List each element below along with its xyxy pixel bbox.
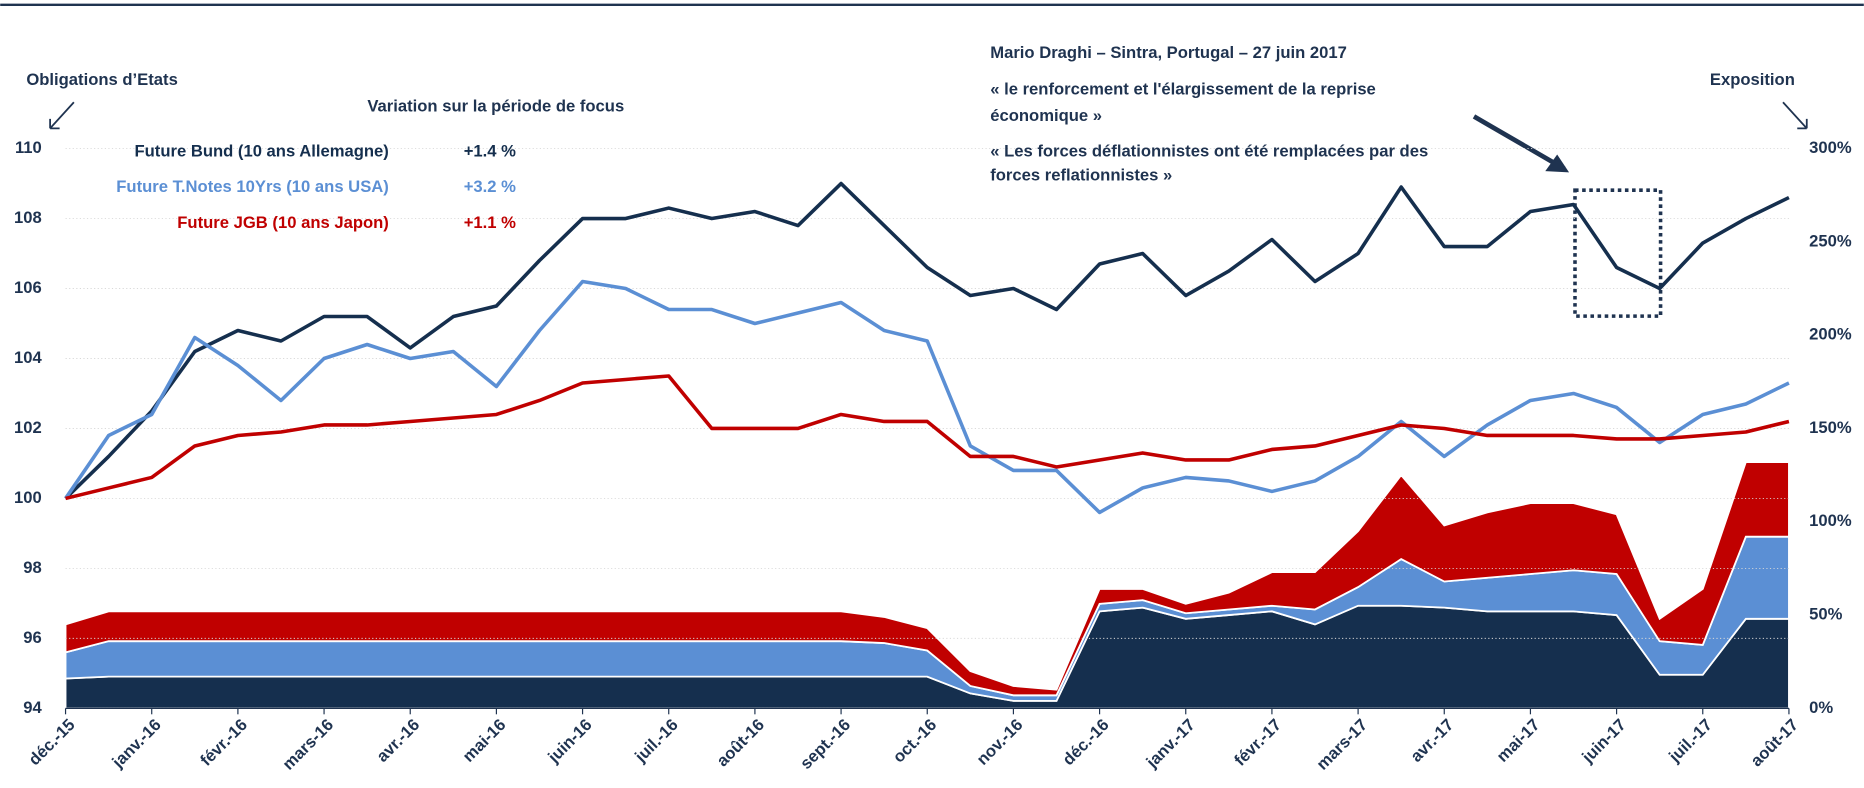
line bbox=[65, 374, 1790, 501]
y-tick-label: 102 bbox=[14, 418, 42, 437]
y-tick-label: 96 bbox=[23, 628, 42, 647]
area bbox=[64, 461, 1790, 697]
annotation: économique » bbox=[990, 106, 1102, 125]
arrow bbox=[49, 101, 75, 130]
y2-tick-label: 300% bbox=[1809, 138, 1852, 157]
y2-tick-label: 50% bbox=[1809, 604, 1842, 623]
y2-tick-label: 150% bbox=[1809, 418, 1852, 437]
y-tick-label: 106 bbox=[14, 278, 42, 297]
y-tick-label: 98 bbox=[23, 558, 42, 577]
annotation: « le renforcement et l'élargissement de … bbox=[990, 80, 1376, 99]
y2-tick-label: 0% bbox=[1809, 698, 1833, 717]
y2-tick-label: 200% bbox=[1809, 325, 1852, 344]
legend-value: +1.1 % bbox=[464, 213, 516, 232]
y-tick-label: 108 bbox=[14, 208, 42, 227]
arrow bbox=[1472, 114, 1566, 171]
y-tick-label: 100 bbox=[14, 488, 42, 507]
legend-value: +3.2 % bbox=[464, 177, 516, 196]
y2-tick-label: 250% bbox=[1809, 231, 1852, 250]
annotation: « Les forces déflationnistes ont été rem… bbox=[990, 142, 1428, 161]
y-tick-label: 110 bbox=[15, 138, 42, 157]
y-tick-label: 104 bbox=[14, 348, 42, 367]
legend-value: +1.4 % bbox=[464, 142, 516, 161]
annotation: Mario Draghi – Sintra, Portugal – 27 jui… bbox=[990, 43, 1347, 62]
legend-title: Variation sur la période de focus bbox=[367, 96, 624, 115]
arrow bbox=[1782, 101, 1808, 130]
plot: 0% 50% 100% 150% 200% 250% 300% 94 96 98 100 102 104… bbox=[14, 43, 1852, 774]
y2-axis-label: Exposition bbox=[1710, 70, 1795, 89]
focus-box bbox=[1573, 188, 1663, 318]
arrow-head bbox=[1545, 154, 1570, 173]
line bbox=[64, 181, 1790, 500]
y2-tick-label: 100% bbox=[1809, 511, 1852, 530]
legend-label: Future JGB (10 ans Japon) bbox=[177, 213, 389, 232]
legend-label: Future Bund (10 ans Allemagne) bbox=[134, 142, 388, 161]
legend-label: Future T.Notes 10Yrs (10 ans USA) bbox=[116, 177, 389, 196]
y-axis-label: Obligations d’Etats bbox=[26, 70, 177, 89]
y-tick-label: 94 bbox=[23, 698, 42, 717]
line bbox=[64, 279, 1790, 515]
annotation: forces reflationnistes » bbox=[990, 165, 1172, 184]
